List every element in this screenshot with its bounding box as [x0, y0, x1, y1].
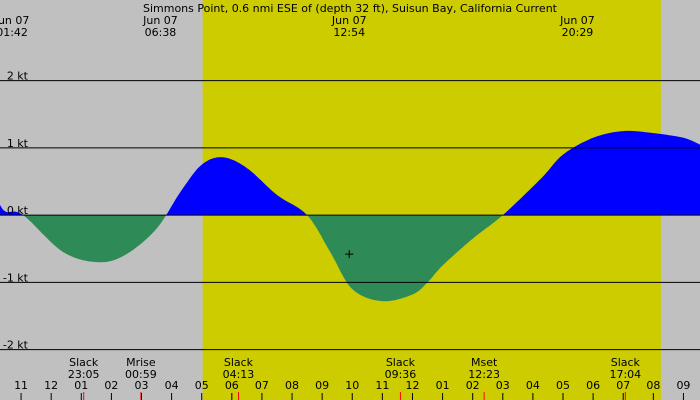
top-date-label: Jun 07 — [0, 14, 29, 27]
event-time-label: 12:23 — [468, 368, 500, 381]
event-labels: Slack23:05Mrise00:59Slack04:13Slack09:36… — [68, 356, 641, 400]
hour-tick-label: 10 — [345, 379, 359, 392]
hour-tick-label: 12 — [405, 379, 419, 392]
flood-current-area — [166, 157, 308, 216]
hour-tick-label: 05 — [556, 379, 570, 392]
current-areas — [0, 130, 700, 302]
hour-ticks: 11 12 01 02 03 04 05 06 07 08 09 10 11 12 01 02 03 04 05 06… — [14, 379, 690, 400]
event-time-label: 04:13 — [223, 368, 255, 381]
y-tick-label: 0 kt — [7, 204, 29, 217]
flood-current-area — [0, 205, 24, 216]
y-tick-label: -2 kt — [3, 339, 29, 352]
hour-tick-label: 06 — [225, 379, 239, 392]
event-name-label: Mset — [471, 356, 498, 369]
top-time-label: 12:54 — [333, 26, 365, 39]
hour-tick-label: 02 — [466, 379, 480, 392]
gridlines — [0, 80, 700, 351]
hour-tick-label: 05 — [195, 379, 209, 392]
top-date-label: Jun 07 — [331, 14, 367, 27]
hour-tick-label: 01 — [436, 379, 450, 392]
hour-tick-label: 09 — [676, 379, 690, 392]
top-time-label: 01:42 — [0, 26, 28, 39]
hour-tick-label: 03 — [496, 379, 510, 392]
hour-tick-label: 09 — [315, 379, 329, 392]
y-tick-label: 2 kt — [7, 70, 29, 83]
flood-current-area — [502, 130, 700, 216]
hour-tick-label: 11 — [375, 379, 389, 392]
top-time-label: 20:29 — [562, 26, 594, 39]
hour-tick-label: 06 — [586, 379, 600, 392]
y-tick-label: 1 kt — [7, 137, 29, 150]
hour-tick-label: 11 — [14, 379, 28, 392]
hour-tick-label: 01 — [74, 379, 88, 392]
event-time-label: 17:04 — [609, 368, 641, 381]
top-date-label: Jun 07 — [142, 14, 178, 27]
current-time-marker — [345, 250, 354, 259]
event-name-label: Slack — [611, 356, 641, 369]
y-axis-labels: 2 kt 1 kt 0 kt -1 kt -2 kt — [3, 70, 29, 352]
top-date-label: Jun 07 — [559, 14, 595, 27]
chart-title: Simmons Point, 0.6 nmi ESE of (depth 32 … — [143, 2, 558, 15]
hour-tick-label: 07 — [255, 379, 269, 392]
event-name-label: Mrise — [126, 356, 156, 369]
hour-tick-label: 08 — [285, 379, 299, 392]
event-name-label: Slack — [386, 356, 416, 369]
ebb-current-area — [23, 215, 167, 263]
y-tick-label: -1 kt — [3, 271, 29, 284]
hour-tick-label: 03 — [135, 379, 149, 392]
event-time-label: 23:05 — [68, 368, 100, 381]
hour-tick-label: 04 — [165, 379, 179, 392]
event-name-label: Slack — [224, 356, 254, 369]
hour-tick-label: 12 — [44, 379, 58, 392]
event-time-label: 09:36 — [385, 368, 417, 381]
event-name-label: Slack — [69, 356, 99, 369]
top-time-label: 06:38 — [145, 26, 177, 39]
hour-tick-label: 02 — [104, 379, 118, 392]
hour-tick-label: 04 — [526, 379, 540, 392]
hour-tick-label: 08 — [646, 379, 660, 392]
event-time-label: 00:59 — [125, 368, 157, 381]
hour-tick-label: 07 — [616, 379, 630, 392]
ebb-current-area — [307, 215, 503, 302]
